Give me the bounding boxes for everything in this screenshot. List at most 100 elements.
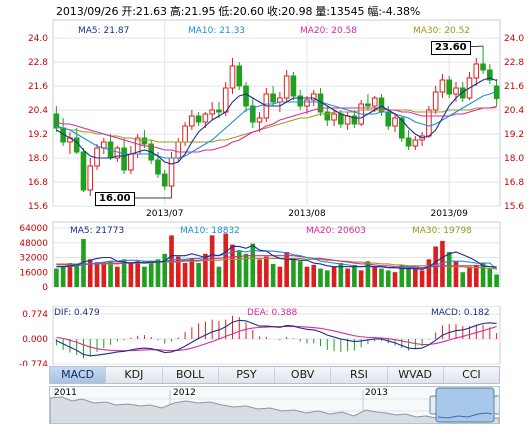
volume-ytick-left: 64000: [19, 224, 48, 234]
price-candle: [398, 117, 405, 139]
volume-bar: [467, 266, 472, 287]
price-candle: [392, 117, 398, 127]
price-xtick-label: 2013/07: [146, 209, 183, 219]
price-ytick-right: 18.0: [504, 154, 524, 164]
price-candle: [182, 125, 188, 143]
volume-bar: [365, 261, 371, 287]
price-candle: [405, 137, 412, 147]
overview-left-handle[interactable]: [429, 395, 437, 415]
price-ytick-right: 24.0: [504, 34, 524, 44]
tab-obv[interactable]: OBV: [275, 367, 332, 383]
volume-bar: [460, 272, 466, 287]
price-candle: [338, 113, 344, 125]
volume-bar: [162, 253, 168, 287]
volume-bar: [413, 268, 418, 287]
volume-bar: [419, 270, 425, 287]
volume-bar: [203, 253, 208, 287]
price-candle: [439, 79, 446, 93]
volume-ma5-line: [56, 244, 497, 271]
macd-ytick-left: 0.774: [22, 310, 48, 320]
tab-macd[interactable]: MACD: [50, 367, 107, 383]
volume-ma10-label: MA10: 18832: [180, 226, 240, 236]
volume-bar: [74, 264, 80, 287]
volume-ma30-label: MA30: 19798: [412, 226, 472, 236]
price-candle: [222, 87, 229, 113]
volume-bar: [304, 266, 310, 287]
volume-bar: [87, 259, 93, 287]
volume-chart[interactable]: 0 16000 32000 48000 64000: [0, 220, 531, 306]
volume-bar: [406, 266, 411, 287]
volume-bar: [487, 268, 493, 287]
volume-bar: [440, 240, 445, 287]
price-candle: [344, 115, 351, 125]
macd-ytick-left: 0.000: [22, 335, 48, 345]
volume-bar: [243, 253, 249, 287]
price-candle: [243, 85, 249, 107]
volume-bar: [311, 264, 317, 287]
overview-navigator[interactable]: 2011 2012 2013: [49, 386, 500, 424]
volume-bar: [318, 268, 323, 287]
volume-ma20-label: MA20: 20603: [306, 226, 366, 236]
overview-year-2011: 2011: [54, 388, 77, 398]
quote-high: 高:21.95: [169, 5, 216, 18]
quote-low: 低:20.60: [218, 5, 264, 18]
price-ytick-left: 24.0: [28, 34, 48, 44]
overview-right-handle[interactable]: [493, 395, 499, 415]
price-xtick-label: 2013/08: [288, 209, 326, 219]
volume-bar: [94, 262, 100, 287]
price-candle: [365, 103, 371, 107]
quote-volume: 量:13545: [315, 5, 365, 18]
price-candle: [53, 113, 60, 129]
price-candle: [209, 109, 215, 115]
volume-bar: [108, 261, 113, 287]
macd-legend: DIF: 0.479 DEA: 0.388 MACD: 0.182: [54, 308, 500, 319]
volume-bar: [331, 266, 337, 287]
volume-bar: [392, 272, 398, 287]
price-candle: [304, 99, 310, 107]
price-ma20-label: MA20: 20.58: [300, 26, 358, 36]
price-candle: [459, 87, 466, 99]
volume-bar: [338, 263, 344, 287]
price-candle: [426, 109, 432, 137]
price-candle: [249, 105, 256, 123]
volume-bar: [264, 256, 269, 287]
volume-bar: [324, 270, 330, 287]
volume-ytick-left: 0: [42, 283, 48, 293]
dif-label: DIF: 0.479: [54, 308, 100, 318]
overview-year-2013: 2013: [365, 388, 388, 398]
tab-wvad[interactable]: WVAD: [388, 367, 444, 383]
tab-psy[interactable]: PSY: [219, 367, 275, 383]
price-ma30-line: [56, 107, 497, 143]
tab-boll[interactable]: BOLL: [163, 367, 219, 383]
volume-ytick-left: 32000: [19, 254, 48, 264]
price-ytick-right: 19.2: [504, 130, 524, 140]
price-xtick-label: 2013/09: [431, 209, 469, 219]
price-candle: [80, 151, 87, 191]
volume-bar: [270, 263, 276, 287]
volume-bar: [480, 263, 486, 287]
price-candle: [155, 159, 161, 175]
dif-line: [56, 319, 497, 357]
price-candle: [446, 79, 453, 95]
indicator-tabs: MACD KDJ BOLL PSY OBV RSI WVAD CCI: [49, 366, 500, 384]
price-candle: [229, 65, 236, 89]
price-ma-legend: MA5: 21.87 MA10: 21.33 MA20: 20.58 MA30:…: [78, 26, 498, 37]
volume-bar: [345, 268, 350, 287]
overview-sparkline: [50, 387, 499, 423]
price-candle: [236, 65, 243, 87]
tab-cci[interactable]: CCI: [462, 368, 481, 381]
price-ytick-left: 21.6: [28, 82, 48, 92]
macd-chart[interactable]: 0.774 0.000 -0.774: [0, 306, 531, 366]
tab-kdj[interactable]: KDJ: [106, 367, 163, 383]
price-chart[interactable]: 15.6 15.6 16.8 16.8 18.0 18.0 19.2 19.2 20.4 20.4…: [0, 0, 531, 220]
volume-bar: [189, 258, 195, 287]
price-candle: [73, 137, 80, 153]
price-candle: [175, 141, 182, 159]
price-ytick-left: 18.0: [28, 154, 48, 164]
tab-rsi[interactable]: RSI: [331, 367, 388, 383]
price-candle: [256, 117, 263, 123]
price-ytick-right: 21.6: [504, 82, 524, 92]
volume-bar: [494, 274, 499, 287]
volume-bar: [135, 261, 140, 287]
price-candle: [453, 87, 459, 95]
